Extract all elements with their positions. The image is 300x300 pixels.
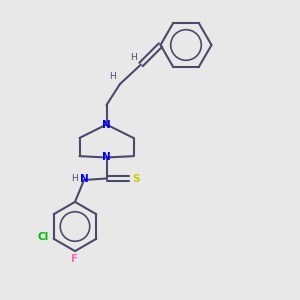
Text: N: N (102, 119, 111, 130)
Text: Cl: Cl (38, 232, 49, 242)
Text: H: H (130, 52, 137, 62)
Text: S: S (132, 173, 139, 184)
Text: F: F (71, 254, 79, 265)
Text: N: N (102, 152, 111, 163)
Text: H: H (71, 174, 78, 183)
Text: H: H (109, 72, 116, 81)
Text: N: N (80, 173, 88, 184)
